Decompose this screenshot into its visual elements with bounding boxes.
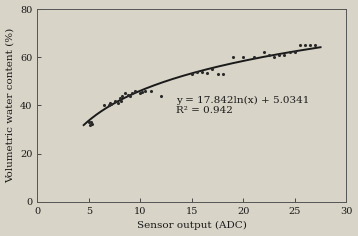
Point	[119, 94, 125, 98]
Point	[158, 94, 164, 98]
Point	[199, 70, 205, 74]
Point	[204, 71, 210, 75]
Point	[101, 104, 107, 107]
Point	[137, 92, 143, 95]
Point	[282, 53, 287, 57]
Point	[241, 55, 246, 59]
Point	[189, 72, 195, 76]
Point	[87, 123, 93, 127]
Point	[108, 101, 113, 105]
Point	[108, 102, 114, 106]
Y-axis label: Volumetric water content (%): Volumetric water content (%)	[6, 28, 15, 183]
Point	[142, 89, 148, 93]
Point	[89, 122, 95, 126]
Point	[292, 51, 297, 54]
Point	[140, 90, 145, 94]
Text: y = 17.842ln(x) + 5.0341
R² = 0.942: y = 17.842ln(x) + 5.0341 R² = 0.942	[176, 96, 310, 115]
Point	[148, 89, 154, 93]
Point	[266, 53, 272, 57]
Point	[132, 89, 138, 93]
Point	[261, 51, 267, 54]
Point	[112, 99, 117, 103]
Point	[115, 101, 121, 105]
Point	[122, 92, 128, 95]
Point	[302, 43, 308, 47]
Point	[86, 120, 92, 124]
Point	[230, 55, 236, 59]
Point	[88, 120, 94, 124]
X-axis label: Sensor output (ADC): Sensor output (ADC)	[137, 221, 247, 230]
Point	[107, 104, 112, 107]
Point	[287, 51, 292, 54]
Point	[215, 72, 221, 76]
Point	[220, 72, 226, 76]
Point	[127, 94, 133, 98]
Point	[297, 43, 303, 47]
Point	[118, 99, 124, 103]
Point	[125, 93, 131, 97]
Point	[209, 67, 215, 71]
Point	[271, 55, 277, 59]
Point	[276, 53, 282, 57]
Point	[308, 43, 313, 47]
Point	[313, 43, 318, 47]
Point	[117, 96, 122, 100]
Point	[194, 70, 200, 74]
Point	[251, 55, 256, 59]
Point	[129, 92, 135, 95]
